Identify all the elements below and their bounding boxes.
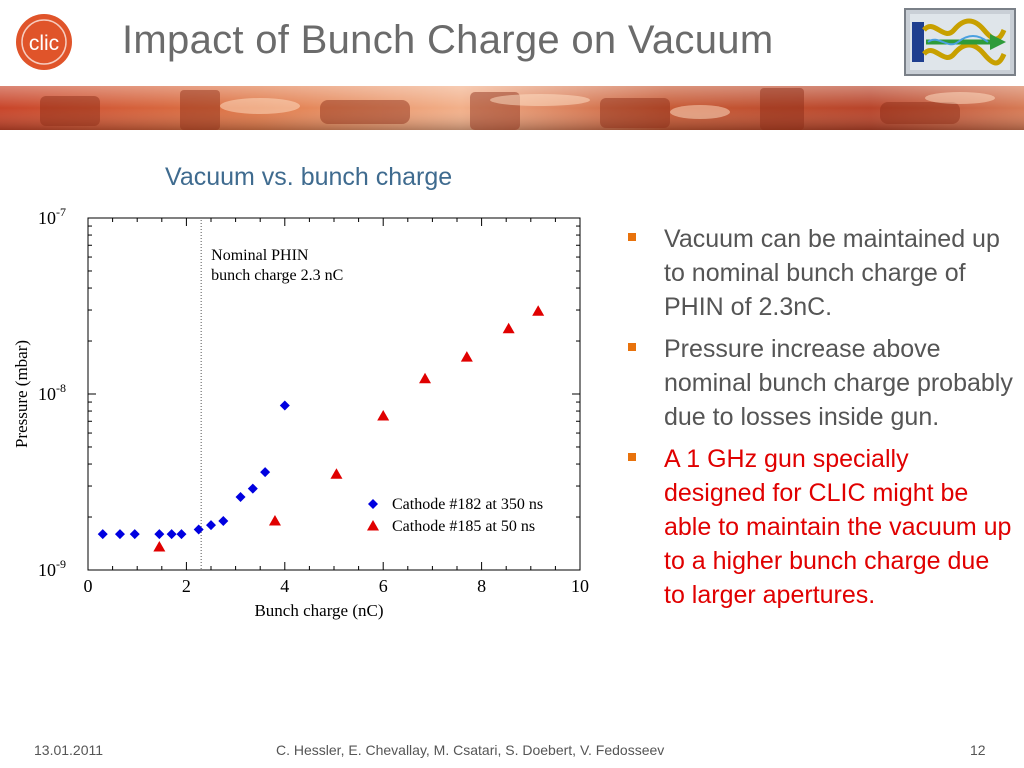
y-tick-exponent: -8 xyxy=(56,381,66,395)
header-banner xyxy=(0,86,1024,130)
data-point-triangle xyxy=(330,468,343,479)
bullet-square-icon xyxy=(628,343,636,351)
data-point-diamond xyxy=(129,529,140,540)
data-point-diamond xyxy=(176,529,187,540)
data-point-diamond xyxy=(114,529,125,540)
bullet-text: A 1 GHz gun specially designed for CLIC … xyxy=(664,445,1012,609)
data-point-diamond xyxy=(235,491,246,502)
x-tick-label: 0 xyxy=(84,576,93,596)
bullet-list: Vacuum can be maintained up to nominal b… xyxy=(626,222,1016,620)
pressure-vs-bunch-charge-chart: 0 2 4 6 8 10 10-710-810-9 Nominal PHIN bunch … xyxy=(12,205,590,620)
data-point-triangle xyxy=(268,514,281,526)
bullet-text: Vacuum can be maintained up to nominal b… xyxy=(664,225,1000,321)
data-point-diamond xyxy=(279,400,290,411)
data-point-triangle xyxy=(153,541,166,552)
data-point-triangle xyxy=(502,322,515,334)
legend-marker-diamond xyxy=(368,499,378,509)
x-tick-labels: 0 2 4 6 8 10 xyxy=(84,576,590,596)
data-point-triangle xyxy=(419,372,432,384)
data-point-triangle xyxy=(460,351,473,362)
x-tick-label: 8 xyxy=(477,576,486,596)
data-point-diamond xyxy=(206,520,216,531)
svg-text:clic: clic xyxy=(29,32,59,55)
bullet-square-icon xyxy=(628,233,636,241)
data-points xyxy=(97,305,545,552)
page-title: Impact of Bunch Charge on Vacuum xyxy=(122,18,774,62)
data-point-diamond xyxy=(260,467,271,478)
legend-label: Cathode #182 at 350 ns xyxy=(392,496,543,513)
footer-date: 13.01.2011 xyxy=(34,742,104,758)
footer-authors: C. Hessler, E. Chevallay, M. Csatari, S.… xyxy=(276,742,665,758)
y-tick-label: 10-9 xyxy=(38,557,66,580)
y-tick-label: 10-7 xyxy=(38,205,66,228)
x-tick-label: 2 xyxy=(182,576,191,596)
data-point-diamond xyxy=(247,483,258,494)
y-axis-label: Pressure (mbar) xyxy=(12,340,31,448)
data-point-triangle xyxy=(377,409,390,421)
nominal-annotation-line2: bunch charge 2.3 nC xyxy=(211,267,343,284)
y-tick-base: 10 xyxy=(38,208,56,228)
axis-ticks xyxy=(87,218,581,571)
x-axis-label: Bunch charge (nC) xyxy=(254,601,383,620)
clic-logo: clic xyxy=(16,14,72,70)
y-tick-exponent: -7 xyxy=(56,205,66,219)
legend-label: Cathode #185 at 50 ns xyxy=(392,518,535,535)
y-tick-labels: 10-710-810-9 xyxy=(38,205,66,580)
y-tick-exponent: -9 xyxy=(56,557,66,571)
data-point-diamond xyxy=(97,529,108,540)
bullet-item: Vacuum can be maintained up to nominal b… xyxy=(626,222,1016,324)
page-number: 12 xyxy=(970,742,986,758)
bullet-item: Pressure increase above nominal bunch ch… xyxy=(626,332,1016,434)
bullet-item: A 1 GHz gun specially designed for CLIC … xyxy=(626,442,1016,612)
y-tick-label: 10-8 xyxy=(38,381,66,404)
legend-marker-triangle xyxy=(367,520,379,531)
x-tick-label: 4 xyxy=(280,576,289,596)
chart-title: Vacuum vs. bunch charge xyxy=(165,163,453,191)
data-point-diamond xyxy=(218,515,229,526)
data-point-diamond xyxy=(166,529,177,540)
legend: Cathode #182 at 350 ns Cathode #185 at 50… xyxy=(367,496,543,535)
nominal-annotation-line1: Nominal PHIN xyxy=(211,247,309,264)
x-tick-label: 10 xyxy=(571,576,589,596)
data-point-diamond xyxy=(154,529,165,540)
data-point-triangle xyxy=(532,305,545,316)
ctf-logo xyxy=(904,8,1016,76)
bullet-square-icon xyxy=(628,453,636,461)
y-tick-base: 10 xyxy=(38,560,56,580)
data-point-diamond xyxy=(193,524,204,535)
bullet-text: Pressure increase above nominal bunch ch… xyxy=(664,335,1013,431)
y-tick-base: 10 xyxy=(38,384,56,404)
x-tick-label: 6 xyxy=(379,576,388,596)
